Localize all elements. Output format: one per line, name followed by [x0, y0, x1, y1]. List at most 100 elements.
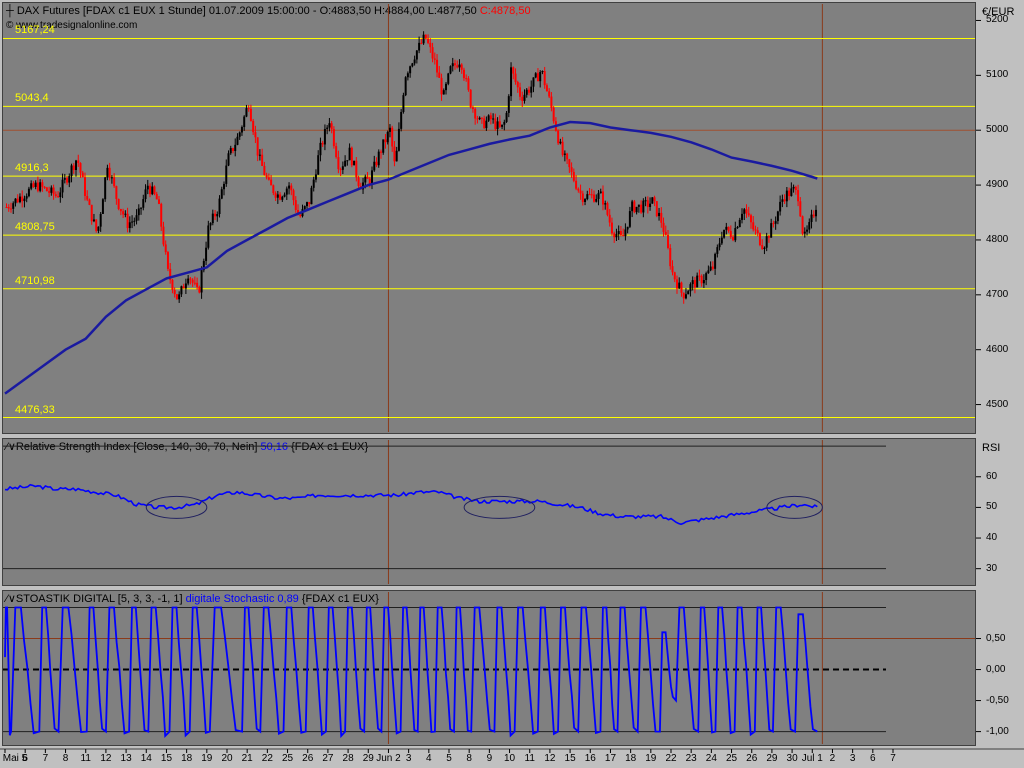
- candle-body: [682, 292, 685, 299]
- indicator-icon[interactable]: ⁄∨: [6, 441, 16, 453]
- candle-body: [45, 187, 48, 192]
- candle-body: [534, 73, 537, 78]
- candle-body: [236, 136, 239, 145]
- price-level-label: 4710,98: [15, 274, 55, 287]
- candle-body: [586, 194, 589, 200]
- x-tick-label: 6: [870, 753, 876, 764]
- rsi-tick-label: 40: [986, 532, 998, 544]
- x-tick-label: 26: [746, 753, 758, 764]
- candle-body: [110, 177, 113, 179]
- candle-body: [413, 59, 416, 64]
- candle-body: [166, 252, 169, 269]
- candle-body: [599, 191, 602, 194]
- candle-body: [321, 142, 324, 145]
- candle-body: [642, 200, 645, 213]
- candle-body: [157, 199, 160, 204]
- candle-body: [265, 175, 268, 178]
- candle-body: [14, 198, 17, 204]
- candle-body: [604, 203, 607, 205]
- candle-body: [144, 189, 147, 200]
- candle-body: [487, 115, 490, 121]
- candle-body: [738, 219, 741, 228]
- candle-body: [792, 186, 795, 189]
- candle-body: [698, 275, 701, 277]
- price-level-label: 5043,4: [15, 92, 49, 105]
- candle-body: [530, 86, 533, 93]
- candle-body: [135, 215, 138, 221]
- candle-body: [729, 230, 732, 238]
- candle-body: [570, 167, 573, 172]
- candle-body: [653, 197, 656, 202]
- candle-body: [48, 191, 51, 193]
- candle-body: [319, 142, 322, 156]
- candle-body: [579, 190, 582, 194]
- crosshair-icon[interactable]: ┼: [6, 5, 14, 17]
- candle-body: [483, 118, 486, 129]
- candle-body: [548, 91, 551, 97]
- candle-body: [122, 211, 125, 215]
- candle-body: [779, 201, 782, 212]
- candle-body: [149, 185, 152, 195]
- rsi-value: 50,16: [260, 441, 289, 453]
- rsi-panel[interactable]: ⁄∨Relative Strength Index [Close, 140, 3…: [2, 438, 976, 586]
- candle-body: [214, 213, 217, 217]
- x-tick-label: 9: [486, 753, 493, 764]
- price-tick-label: 5000: [986, 124, 1009, 136]
- rsi-panel-title: ⁄∨Relative Strength Index [Close, 140, 3…: [6, 441, 368, 454]
- x-tick-label: 15: [160, 753, 173, 764]
- candle-body: [252, 120, 255, 133]
- candle-body: [480, 117, 483, 119]
- x-tick-label: 16: [584, 753, 596, 764]
- x-tick-label: 13: [120, 753, 132, 764]
- candle-body: [223, 183, 226, 190]
- candle-body: [285, 188, 288, 195]
- candle-body: [781, 199, 784, 202]
- candle-body: [510, 67, 513, 97]
- candle-body: [216, 214, 219, 217]
- candle-body: [693, 280, 696, 288]
- candle-body: [702, 280, 705, 284]
- candle-body: [314, 174, 317, 180]
- candle-body: [90, 204, 93, 222]
- candle-body: [258, 154, 261, 156]
- candle-body: [539, 72, 542, 82]
- candle-body: [81, 172, 84, 178]
- candle-body: [662, 222, 665, 232]
- candle-body: [397, 128, 400, 151]
- candle-body: [649, 203, 652, 207]
- x-tick-label: 3: [405, 753, 412, 764]
- candle-body: [406, 73, 409, 78]
- candle-body: [61, 179, 64, 193]
- candle-body: [225, 165, 228, 184]
- candle-body: [337, 157, 340, 170]
- candle-body: [238, 132, 241, 137]
- sto-name: STOASTIK DIGITAL: [15, 593, 115, 605]
- candle-body: [590, 194, 593, 196]
- candle-body: [323, 128, 326, 145]
- candle-body: [388, 127, 391, 132]
- candle-body: [34, 182, 37, 187]
- candle-body: [474, 108, 477, 119]
- indicator-icon[interactable]: ⁄∨: [6, 593, 16, 605]
- candle-body: [557, 130, 560, 144]
- candle-body: [25, 196, 28, 199]
- candle-body: [386, 131, 389, 143]
- candle-body: [108, 167, 111, 178]
- price-tick-label: 4600: [986, 343, 1009, 355]
- price-chart-panel[interactable]: ┼ DAX Futures [FDAX c1 EUX 1 Stunde] 01.…: [2, 2, 976, 434]
- x-tick-label: 19: [201, 753, 213, 764]
- candle-body: [595, 198, 598, 202]
- candle-body: [745, 209, 748, 214]
- x-tick-label: 7: [890, 753, 896, 764]
- candle-body: [756, 230, 759, 234]
- candle-body: [723, 229, 726, 238]
- rsi-highlight-ellipse: [145, 495, 208, 519]
- candle-body: [247, 108, 250, 110]
- candle-body: [644, 200, 647, 202]
- x-tick-label: 21: [241, 753, 253, 764]
- candle-body: [350, 147, 353, 166]
- candle-body: [415, 50, 418, 60]
- candle-body: [196, 282, 199, 287]
- candle-body: [341, 166, 344, 170]
- candle-body: [492, 118, 495, 120]
